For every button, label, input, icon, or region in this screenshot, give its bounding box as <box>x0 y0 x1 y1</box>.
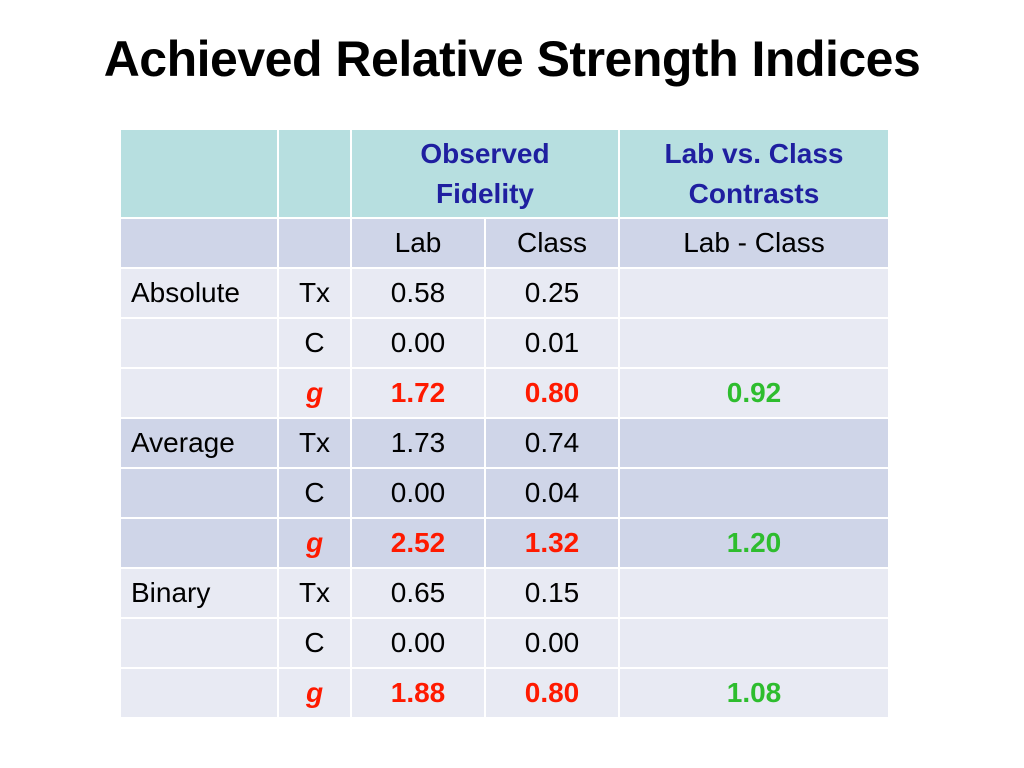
table-subheader-row: Lab Class Lab - Class <box>119 217 890 269</box>
row-contrast-cell <box>618 467 890 519</box>
row-label-cell: g <box>277 667 352 719</box>
row-class-cell: 1.32 <box>484 517 620 569</box>
row-contrast-cell: 1.08 <box>618 667 890 719</box>
header-empty-cell <box>277 128 352 219</box>
subheader-diff: Lab - Class <box>618 217 890 269</box>
row-class-cell: 0.00 <box>484 617 620 669</box>
row-class-cell: 0.74 <box>484 417 620 469</box>
row-label-cell: Tx <box>277 567 352 619</box>
table-header-row: Observed Fidelity Lab vs. Class Contrast… <box>119 128 890 219</box>
row-group-cell <box>119 517 279 569</box>
row-group-cell: Average <box>119 417 279 469</box>
row-label-cell: Tx <box>277 267 352 319</box>
row-contrast-cell <box>618 617 890 669</box>
row-lab-cell: 1.72 <box>350 367 486 419</box>
row-group-cell: Binary <box>119 567 279 619</box>
subheader-lab: Lab <box>350 217 486 269</box>
row-lab-cell: 2.52 <box>350 517 486 569</box>
header-observed-fidelity: Observed Fidelity <box>350 128 620 219</box>
row-contrast-cell <box>618 567 890 619</box>
table-body: Absolute Tx 0.58 0.25 C 0.00 0.01 g 1.72 0.80 0.92… <box>119 267 890 719</box>
header-empty-cell <box>119 128 279 219</box>
row-group-cell <box>119 667 279 719</box>
subheader-empty-cell <box>277 217 352 269</box>
row-label-cell: g <box>277 367 352 419</box>
slide-title: Achieved Relative Strength Indices <box>103 31 921 87</box>
row-class-cell: 0.25 <box>484 267 620 319</box>
table-row: g 2.52 1.32 1.20 <box>119 517 890 569</box>
row-contrast-cell <box>618 267 890 319</box>
table-row: g 1.72 0.80 0.92 <box>119 367 890 419</box>
row-class-cell: 0.04 <box>484 467 620 519</box>
row-class-cell: 0.80 <box>484 367 620 419</box>
row-lab-cell: 0.00 <box>350 617 486 669</box>
table-row: g 1.88 0.80 1.08 <box>119 667 890 719</box>
table-row: Binary Tx 0.65 0.15 <box>119 567 890 619</box>
row-label-cell: C <box>277 317 352 369</box>
row-label-cell: Tx <box>277 417 352 469</box>
row-lab-cell: 0.00 <box>350 467 486 519</box>
table-row: Absolute Tx 0.58 0.25 <box>119 267 890 319</box>
row-contrast-cell: 0.92 <box>618 367 890 419</box>
table-row: C 0.00 0.01 <box>119 317 890 369</box>
row-class-cell: 0.01 <box>484 317 620 369</box>
row-label-cell: g <box>277 517 352 569</box>
row-group-cell <box>119 617 279 669</box>
row-lab-cell: 0.58 <box>350 267 486 319</box>
header-contrasts: Lab vs. Class Contrasts <box>618 128 890 219</box>
row-lab-cell: 1.73 <box>350 417 486 469</box>
table-row: Average Tx 1.73 0.74 <box>119 417 890 469</box>
subheader-empty-cell <box>119 217 279 269</box>
row-contrast-cell: 1.20 <box>618 517 890 569</box>
row-group-cell <box>119 467 279 519</box>
table-row: C 0.00 0.00 <box>119 617 890 669</box>
row-label-cell: C <box>277 617 352 669</box>
row-lab-cell: 0.65 <box>350 567 486 619</box>
fidelity-table: Observed Fidelity Lab vs. Class Contrast… <box>119 128 890 719</box>
row-group-cell: Absolute <box>119 267 279 319</box>
row-class-cell: 0.15 <box>484 567 620 619</box>
row-lab-cell: 1.88 <box>350 667 486 719</box>
row-lab-cell: 0.00 <box>350 317 486 369</box>
row-contrast-cell <box>618 317 890 369</box>
row-class-cell: 0.80 <box>484 667 620 719</box>
row-contrast-cell <box>618 417 890 469</box>
subheader-class: Class <box>484 217 620 269</box>
row-group-cell <box>119 367 279 419</box>
table-row: C 0.00 0.04 <box>119 467 890 519</box>
row-group-cell <box>119 317 279 369</box>
row-label-cell: C <box>277 467 352 519</box>
